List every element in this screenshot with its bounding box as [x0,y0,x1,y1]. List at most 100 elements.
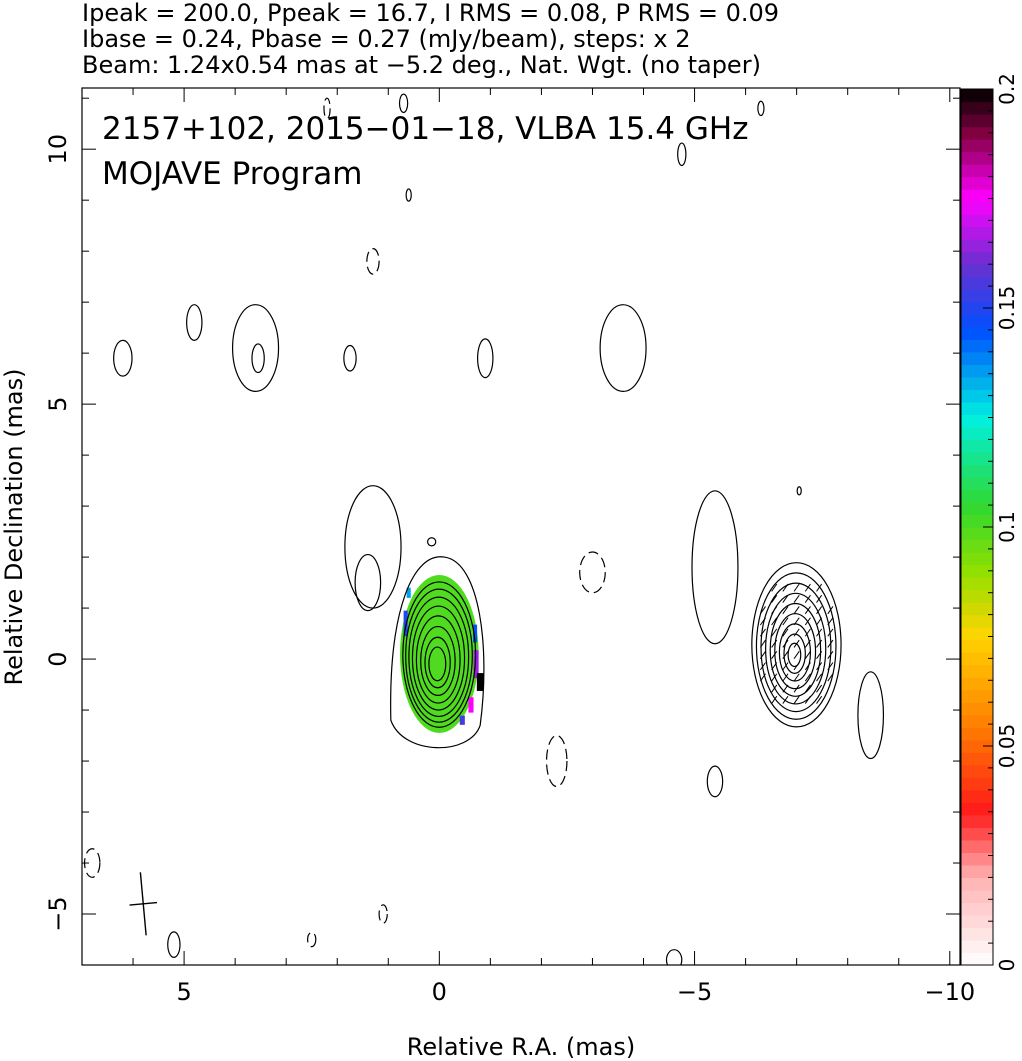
low-level-contour [545,734,568,788]
core-contour [420,625,456,696]
low-level-contour [665,949,683,965]
polarization-vector [804,695,811,704]
plot-frame [81,87,961,966]
colorbar-segment [961,614,993,628]
polarization-vector [782,662,789,671]
core-polarization-fill [400,574,479,734]
colorbar-segment [961,401,993,415]
core-contour [411,605,466,711]
low-level-contour [599,304,647,392]
jet-knot-contour [783,633,806,674]
colorbar-segment [961,827,993,841]
colorbar-segment [961,464,993,478]
low-level-contour [398,93,409,114]
polarization-vector [804,684,811,693]
low-level-contour [691,490,739,645]
colorbar-segment [961,589,993,603]
header-line-2: Ibase = 0.24, Pbase = 0.27 (mJy/beam), s… [82,25,691,53]
jet-knot-contour [769,602,822,697]
polarization-vector [771,583,778,592]
jet-knot-contour [755,572,837,720]
polarization-vector [816,651,823,659]
colorbar-segment [961,577,993,591]
polarization-vector [827,606,834,615]
polarization-vector [804,639,811,648]
colorbar-segment [961,602,993,616]
polarization-vector [827,617,834,626]
polarization-vector [816,662,823,671]
colorbar-segment [961,864,993,878]
polarization-vector [816,583,823,592]
core-polarization-edge-pixel [406,587,411,598]
colorbar-segment [961,839,993,853]
y-tick-label: 0 [44,651,72,666]
colorbar: 0 0.05 0.1 0.15 0.2 [960,73,1019,971]
colorbar-segment [961,364,993,378]
core-outer-contour [390,556,485,749]
colorbar-segment [961,251,993,265]
polarization-vector [827,662,834,671]
polarization-vector [816,673,823,682]
polarization-vector [827,628,834,637]
x-tick-label: 0 [432,978,447,1006]
polarization-vector [771,628,778,637]
colorbar-segment [961,426,993,440]
colorbar-segment [961,389,993,403]
beam-minor-axis [129,901,158,906]
x-tick-label: −10 [924,978,975,1006]
colorbar-segment [961,89,993,103]
core-contour [424,636,451,689]
colorbar-segment [961,451,993,466]
colorbar-segment [961,889,993,904]
colorbar-segment [961,852,993,866]
core-polarization-edge-pixel [473,624,478,643]
colorbar-segment [961,476,993,491]
colorbar-segment [961,176,993,190]
y-tick-label: −5 [44,896,72,931]
colorbar-segment [961,339,993,353]
polarization-vector [793,673,800,682]
polarization-vector [782,684,789,693]
polarization-vector [793,617,800,626]
polarization-vector [804,628,811,637]
y-axis-label: Relative Declination (mas) [0,368,28,685]
colorbar-segment [961,939,993,954]
polarization-vector [782,639,789,648]
colorbar-segment [961,239,993,253]
low-level-contour [344,485,402,609]
polarization-vector [793,594,800,603]
polarization-vector [816,695,823,704]
polarization-vector [816,606,823,615]
y-tick-label: 5 [44,396,72,411]
low-level-contour [706,765,724,798]
core-polarization-edge-pixel [459,715,465,725]
colorbar-segment [961,639,993,653]
low-level-contour [354,553,382,612]
colorbar-segment [961,764,993,778]
low-level-contour [251,343,265,374]
colorbar-segment [961,727,993,741]
low-level-contour [343,344,357,372]
jet-knot-contour [774,613,817,690]
colorbar-segment [961,101,993,115]
x-tick-label: −5 [677,978,712,1006]
polarization-vector [771,639,778,648]
polarization-vector [804,594,811,603]
polarization-vector [816,639,823,648]
polarization-vector [816,617,823,626]
polarization-vector [793,639,800,648]
colorbar-segment [961,189,993,203]
polarization-vector [782,617,789,626]
polarization-vector [804,673,811,682]
low-level-contour [378,904,388,924]
low-level-contour [677,142,687,167]
polarization-vector [827,651,834,659]
colorbar-segment [961,314,993,328]
map-header: Ipeak = 200.0, Ppeak = 16.7, I RMS = 0.0… [82,0,1012,78]
polarization-vector [771,662,778,671]
colorbar-segment [961,802,993,816]
polarization-vector [793,662,800,671]
jet-knot-contour [765,592,827,705]
core-contour [428,646,447,682]
